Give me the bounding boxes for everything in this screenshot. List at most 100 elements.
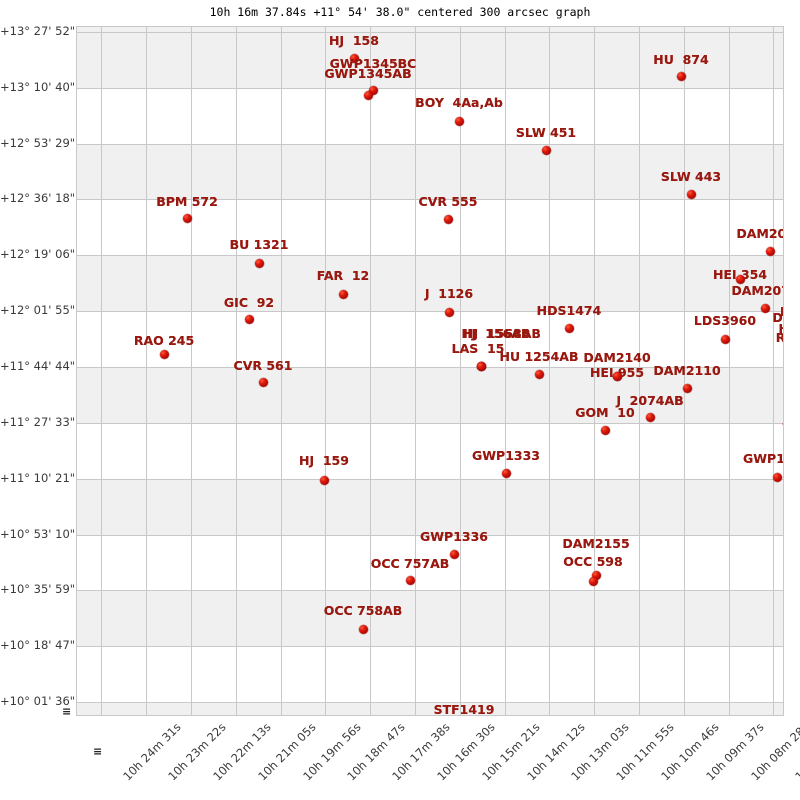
star-label: OCC 757AB <box>370 556 450 571</box>
star-label: HDS 127BC <box>779 321 784 336</box>
star-marker[interactable] <box>612 371 622 381</box>
gridline-vertical <box>684 27 685 715</box>
star-marker[interactable] <box>600 425 610 435</box>
star-marker[interactable] <box>541 145 551 155</box>
star-marker[interactable] <box>258 377 268 387</box>
star-label: DAM2070 <box>736 226 783 241</box>
gridline-horizontal <box>77 590 783 591</box>
star-marker[interactable] <box>588 576 598 586</box>
star-marker[interactable] <box>405 575 415 585</box>
star-marker[interactable] <box>501 468 511 478</box>
plot-band <box>77 255 783 311</box>
star-label: GIC 92 <box>223 295 275 310</box>
star-marker[interactable] <box>564 323 574 333</box>
gridline-vertical <box>594 27 595 715</box>
star-label: SLW 451 <box>515 125 577 140</box>
plot-band <box>77 479 783 535</box>
star-label: TDS7052 <box>783 420 784 435</box>
star-marker[interactable] <box>591 570 601 580</box>
gridline-horizontal <box>77 255 783 256</box>
star-marker[interactable] <box>444 307 454 317</box>
y-axis-tick-label: +10° 53' 10" <box>0 527 76 541</box>
star-marker[interactable] <box>244 314 254 324</box>
star-label: OCC 758AB <box>323 603 403 618</box>
star-label: HEI 955 <box>589 365 645 380</box>
plot-band <box>77 27 783 32</box>
gridline-vertical <box>101 27 102 715</box>
star-label: GWP1336 <box>420 529 488 544</box>
gridline-horizontal <box>77 311 783 312</box>
star-label: BU 1321 <box>229 237 289 252</box>
star-marker[interactable] <box>645 412 655 422</box>
star-marker[interactable] <box>720 334 730 344</box>
chart-title: 10h 16m 37.84s +11° 54' 38.0" centered 3… <box>209 5 591 19</box>
gridline-vertical <box>146 27 147 715</box>
y-axis-declination: +13° 27' 52" +13° 10' 40" +12° 53' 29" +12°… <box>0 24 76 716</box>
star-marker[interactable] <box>765 246 775 256</box>
plot-band <box>77 367 783 423</box>
star-marker[interactable] <box>358 624 368 634</box>
star-label: GWP1333 <box>472 448 540 463</box>
y-axis-tick-label: +11° 44' 44" <box>0 359 76 373</box>
gridline-horizontal <box>77 702 783 703</box>
star-marker[interactable] <box>349 53 359 63</box>
y-axis-tick-label: +12° 53' 29" <box>0 136 76 150</box>
star-label: STF1419 <box>433 702 495 716</box>
star-marker[interactable] <box>159 349 169 359</box>
gridline-horizontal <box>77 646 783 647</box>
star-label: DAM2140 <box>583 350 651 365</box>
star-label: GWP1303 <box>743 451 783 466</box>
star-label: HJ 1568AB <box>463 326 541 341</box>
star-label: CVR 561 <box>233 358 293 373</box>
star-marker[interactable] <box>772 472 782 482</box>
star-marker[interactable] <box>363 90 373 100</box>
star-label: HU 874 <box>653 52 709 67</box>
plot-band <box>77 702 783 715</box>
y-axis-tick-label: +13° 27' 52" <box>0 24 76 38</box>
gridline-horizontal <box>77 423 783 424</box>
plot-band <box>77 590 783 646</box>
star-marker[interactable] <box>476 361 486 371</box>
star-label: HU 1254AB <box>499 349 579 364</box>
gridline-vertical <box>281 27 282 715</box>
star-marker[interactable] <box>682 383 692 393</box>
star-label: HJ 156AB <box>461 326 531 341</box>
star-label: BPM 572 <box>156 194 218 209</box>
star-marker[interactable] <box>760 303 770 313</box>
star-marker[interactable] <box>676 71 686 81</box>
star-marker[interactable] <box>454 116 464 126</box>
star-label: DAM2042 <box>772 310 783 325</box>
y-axis-tick-label: +11° 27' 33" <box>0 415 76 429</box>
gridline-vertical <box>191 27 192 715</box>
star-label: FAR 12 <box>316 268 370 283</box>
star-marker[interactable] <box>443 214 453 224</box>
y-axis-tick-label: +13° 10' 40" <box>0 80 76 94</box>
star-marker[interactable] <box>319 475 329 485</box>
gridline-vertical <box>549 27 550 715</box>
star-label: J 2074AB <box>616 393 684 408</box>
gridline-vertical <box>773 27 774 715</box>
star-label: BOY 4Aa,Ab <box>415 95 503 110</box>
star-marker[interactable] <box>338 289 348 299</box>
star-label: LAS 15 <box>451 341 505 356</box>
star-label: HEI 354 <box>712 267 768 282</box>
y-axis-tick-label: +12° 19' 06" <box>0 247 76 261</box>
star-label: Regulus <box>776 330 783 345</box>
star-marker[interactable] <box>534 369 544 379</box>
star-marker[interactable] <box>182 213 192 223</box>
stray-glyph: ≡ <box>93 745 103 758</box>
gridline-horizontal <box>77 479 783 480</box>
star-marker[interactable] <box>254 258 264 268</box>
plot-band <box>77 32 783 88</box>
star-label: J 1126 <box>424 286 474 301</box>
gridline-horizontal <box>77 32 783 33</box>
star-marker[interactable] <box>735 274 745 284</box>
star-label: SLW 443 <box>660 169 722 184</box>
x-axis-right-ascension: 10h 24m 31s 10h 23m 22s 10h 22m 13s 10h 21m… <box>76 718 800 800</box>
gridline-vertical <box>415 27 416 715</box>
star-marker[interactable] <box>368 85 378 95</box>
gridline-vertical <box>505 27 506 715</box>
star-marker[interactable] <box>449 549 459 559</box>
star-marker[interactable] <box>686 189 696 199</box>
